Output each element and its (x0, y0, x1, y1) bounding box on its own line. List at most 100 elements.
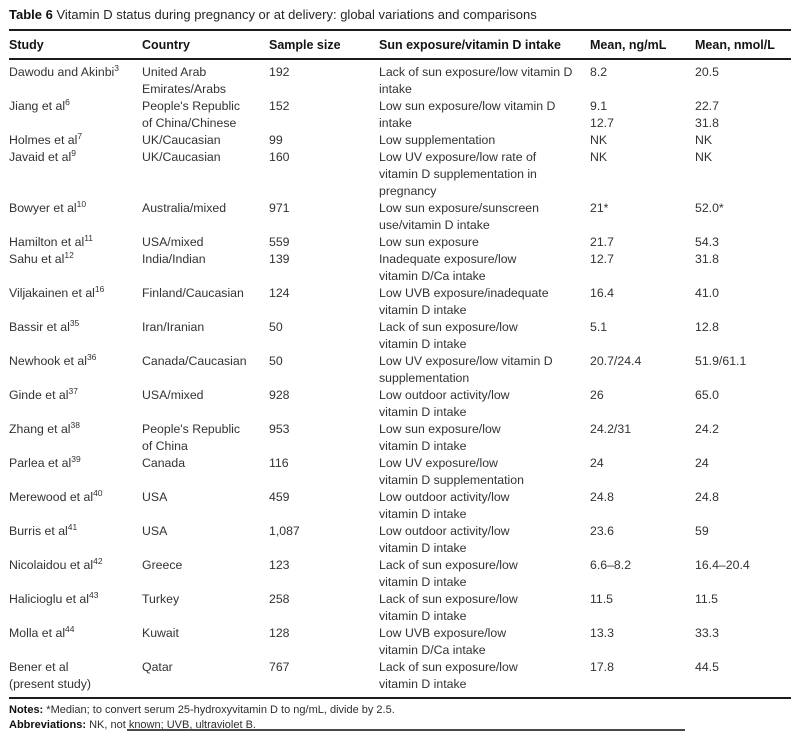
mean-nmol-l-cell: 33.3 (695, 626, 719, 640)
country-cell: Australia/mixed (142, 201, 227, 215)
sun-exposure-cell: Low outdoor activity/low vitamin D intak… (379, 524, 510, 555)
study-name: Halicioglu et al (9, 592, 89, 606)
sample-size-cell: 160 (269, 150, 290, 164)
mean-ng-ml-cell: 24 (590, 456, 604, 470)
sample-size-cell: 50 (269, 354, 283, 368)
sample-size-cell: 116 (269, 456, 289, 470)
mean-nmol-l-cell: 24.2 (695, 422, 719, 436)
sample-size-cell: 152 (269, 99, 290, 113)
sun-exposure-cell: Lack of sun exposure/low vitamin D intak… (379, 558, 518, 589)
mean-nmol-l-cell: 24 (695, 456, 709, 470)
country-cell: USA (142, 490, 168, 504)
column-header-study: Study (9, 30, 142, 60)
study-name: Bowyer et al (9, 201, 77, 215)
country-cell: USA/mixed (142, 235, 204, 249)
abbreviations-label: Abbreviations: (9, 719, 87, 731)
mean-nmol-l-cell: 24.8 (695, 490, 719, 504)
study-cell: Bowyer et al10 (9, 200, 142, 234)
reference-superscript: 10 (76, 198, 87, 209)
study-cell: Dawodu and Akinbi3 (9, 59, 142, 98)
table-header: Study Country Sample size Sun exposure/v… (9, 30, 791, 60)
notes-text: *Median; to convert serum 25-hydroxyvita… (43, 704, 395, 716)
sample-size-cell: 953 (269, 422, 290, 436)
mean-nmol-l-cell: 22.7 31.8 (695, 99, 719, 130)
study-cell: Nicolaidou et al42 (9, 557, 142, 591)
table-caption-text: Vitamin D status during pregnancy or at … (56, 7, 537, 22)
sample-size-cell: 123 (269, 558, 290, 572)
table-row: Molla et al44 Kuwait 128 Low UVB exposur… (9, 625, 791, 659)
mean-nmol-l-cell: 54.3 (695, 235, 719, 249)
table-row: Halicioglu et al43 Turkey 258 Lack of su… (9, 591, 791, 625)
sample-size-cell: 1,087 (269, 524, 300, 538)
abbreviations-text: NK, not known; UVB, ultraviolet B. (86, 719, 256, 731)
sun-exposure-cell: Low outdoor activity/low vitamin D intak… (379, 388, 510, 419)
column-header-sun-exposure: Sun exposure/vitamin D intake (379, 30, 590, 60)
country-cell: UK/Caucasian (142, 133, 221, 147)
study-name: Bassir et al (9, 320, 70, 334)
country-cell: People's Republic of China/Chinese (142, 99, 241, 130)
sun-exposure-cell: Lack of sun exposure/low vitamin D intak… (379, 320, 518, 351)
study-name: Parlea et al (9, 456, 72, 470)
country-cell: United Arab Emirates/Arabs (142, 65, 227, 96)
mean-ng-ml-cell: 6.6–8.2 (590, 558, 632, 572)
study-cell: Javaid et al9 (9, 149, 142, 200)
sun-exposure-cell: Low sun exposure/low vitamin D intake (379, 422, 501, 453)
sun-exposure-cell: Low UV exposure/low vitamin D supplement… (379, 354, 553, 385)
mean-ng-ml-cell: 13.3 (590, 626, 614, 640)
mean-nmol-l-cell: 11.5 (695, 592, 719, 606)
study-cell: Halicioglu et al43 (9, 591, 142, 625)
sample-size-cell: 124 (269, 286, 290, 300)
reference-superscript: 44 (65, 623, 75, 634)
country-cell: India/Indian (142, 252, 206, 266)
sun-exposure-cell: Low supplementation (379, 133, 496, 147)
study-cell: Bassir et al35 (9, 319, 142, 353)
reference-superscript: 36 (86, 351, 97, 362)
table-row: Jiang et al6 People's Republic of China/… (9, 98, 791, 132)
table-row: Zhang et al38 People's Republic of China… (9, 421, 791, 455)
mean-nmol-l-cell: NK (695, 150, 713, 164)
reference-superscript: 41 (67, 521, 78, 532)
mean-ng-ml-cell: 9.1 12.7 (590, 99, 614, 130)
column-header-country: Country (142, 30, 269, 60)
sun-exposure-cell: Low outdoor activity/low vitamin D intak… (379, 490, 510, 521)
table-row: Holmes et al7 UK/Caucasian 99 Low supple… (9, 132, 791, 149)
study-cell: Zhang et al38 (9, 421, 142, 455)
table-number: Table 6 (9, 7, 53, 22)
page-divider-rule (127, 729, 685, 731)
reference-superscript: 7 (77, 130, 83, 141)
country-cell: Kuwait (142, 626, 179, 640)
table-row: Nicolaidou et al42 Greece 123 Lack of su… (9, 557, 791, 591)
mean-nmol-l-cell: 44.5 (695, 659, 791, 699)
abbreviations-line: Abbreviations: NK, not known; UVB, ultra… (9, 718, 791, 733)
sample-size-cell: 128 (269, 626, 290, 640)
mean-nmol-l-cell: 59 (695, 524, 709, 538)
mean-ng-ml-cell: 21.7 (590, 235, 614, 249)
sun-exposure-cell: Low UVB exposure/inadequate vitamin D in… (379, 286, 549, 317)
study-cell: Ginde et al37 (9, 387, 142, 421)
sun-exposure-cell: Low sun exposure (379, 235, 479, 249)
sample-size-cell: 50 (269, 320, 283, 334)
mean-ng-ml-cell: 16.4 (590, 286, 614, 300)
study-name: Holmes et al (9, 133, 78, 147)
sample-size-cell: 767 (269, 659, 379, 699)
mean-ng-ml-cell: 24.2/31 (590, 422, 632, 436)
country-cell: Iran/Iranian (142, 320, 205, 334)
study-name: Nicolaidou et al (9, 558, 94, 572)
column-header-sample-size: Sample size (269, 30, 379, 60)
table-row: Ginde et al37 USA/mixed 928 Low outdoor … (9, 387, 791, 421)
sun-exposure-cell: Low UV exposure/low rate of vitamin D su… (379, 150, 537, 198)
mean-nmol-l-cell: 51.9/61.1 (695, 354, 747, 368)
sample-size-cell: 559 (269, 235, 290, 249)
table-row: Merewood et al40 USA 459 Low outdoor act… (9, 489, 791, 523)
country-cell: USA (142, 524, 168, 538)
study-name: Sahu et al (9, 252, 65, 266)
study-name: Viljakainen et al (9, 286, 95, 300)
table-row: Bassir et al35 Iran/Iranian 50 Lack of s… (9, 319, 791, 353)
reference-superscript: 9 (71, 147, 76, 158)
study-cell: Holmes et al7 (9, 132, 142, 149)
country-cell: Canada (142, 456, 186, 470)
sun-exposure-cell: Lack of sun exposure/low vitamin D intak… (379, 65, 573, 96)
sun-exposure-cell: Low UVB exposure/low vitamin D/Ca intake (379, 626, 507, 657)
study-name: Merewood et al (9, 490, 94, 504)
